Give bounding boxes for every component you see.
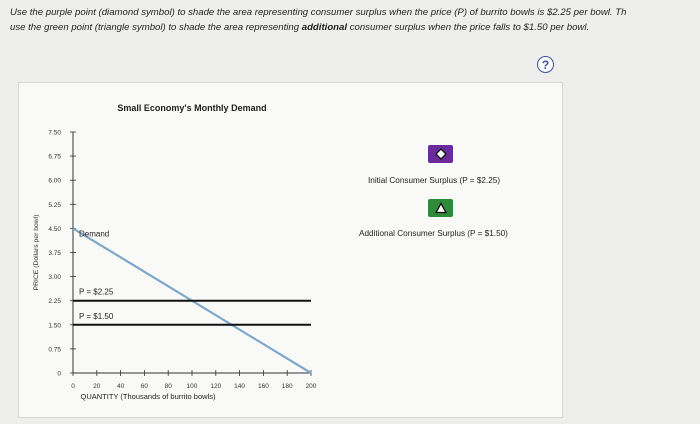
help-icon: ? <box>541 57 550 72</box>
x-tick-label: 100 <box>187 383 198 390</box>
green-triangle-tool[interactable] <box>428 199 453 217</box>
y-tick-label: 2.25 <box>48 298 61 305</box>
y-tick-label: 7.50 <box>48 130 61 137</box>
x-tick-label: 20 <box>93 383 101 390</box>
purple-diamond-tool[interactable] <box>428 145 453 163</box>
chart-title: Small Economy's Monthly Demand <box>117 103 266 113</box>
demand-chart[interactable]: Small Economy's Monthly Demand 0 0.75 1.50 2… <box>19 83 564 419</box>
x-tick-label: 180 <box>282 383 293 390</box>
x-tick-label: 140 <box>234 383 245 390</box>
x-tick-label: 40 <box>117 383 125 390</box>
y-tick-label: 0 <box>57 371 61 378</box>
instructions: Use the purple point (diamond symbol) to… <box>10 5 700 35</box>
demand-label: Demand <box>79 229 109 238</box>
instructions-line-2-start: use the green point (triangle symbol) to… <box>10 22 302 33</box>
y-tick-label: 6.00 <box>48 178 61 185</box>
x-tick-label: 0 <box>71 383 75 390</box>
graph-panel: Small Economy's Monthly Demand 0 0.75 1.50 2… <box>18 82 563 418</box>
help-button[interactable]: ? <box>537 56 554 73</box>
y-tick-label: 4.50 <box>48 226 61 233</box>
x-tick-label: 200 <box>306 383 317 390</box>
x-tick-label: 80 <box>165 383 173 390</box>
y-tick-label: 3.00 <box>48 274 61 281</box>
y-tick-label: 6.75 <box>48 154 61 161</box>
x-axis-label: QUANTITY (Thousands of burrito bowls) <box>81 392 216 401</box>
instructions-line-2-end: consumer surplus when the price falls to… <box>347 22 590 33</box>
price-line-label: P = $1.50 <box>79 312 114 321</box>
x-tick-label: 60 <box>141 383 149 390</box>
y-tick-label: 1.50 <box>48 322 61 329</box>
y-tick-label: 5.25 <box>48 202 61 209</box>
legend-label-initial-surplus: Initial Consumer Surplus (P = $2.25) <box>368 176 501 185</box>
price-line-label: P = $2.25 <box>79 288 114 297</box>
triangle-icon <box>434 202 447 214</box>
instructions-line-2: use the green point (triangle symbol) to… <box>10 20 700 35</box>
x-tick-label: 160 <box>258 383 269 390</box>
instructions-line-1: Use the purple point (diamond symbol) to… <box>10 7 627 18</box>
diamond-icon <box>434 148 447 160</box>
y-tick-label: 0.75 <box>48 346 61 353</box>
x-tick-label: 120 <box>210 383 221 390</box>
y-axis-label: PRICE (Dollars per bowl) <box>33 215 40 291</box>
y-tick-label: 3.75 <box>48 250 61 257</box>
instructions-emphasis: additional <box>301 22 348 33</box>
legend-label-additional-surplus: Additional Consumer Surplus (P = $1.50) <box>359 229 508 238</box>
